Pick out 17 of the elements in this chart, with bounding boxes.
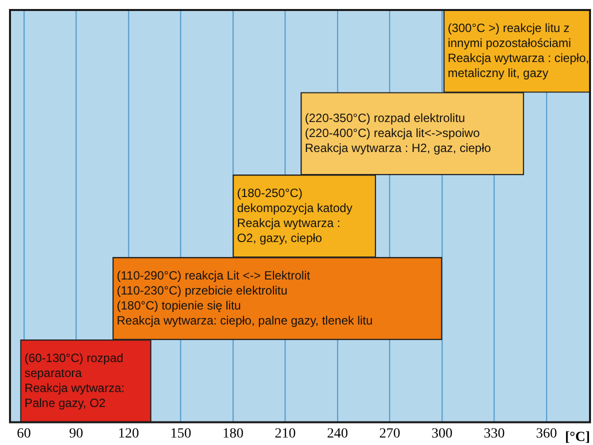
x-tick-label: 240 bbox=[326, 426, 348, 442]
data-label: (110-290°C) reakcja Lit <-> Elektrolit (110-230°C) przebicie elektrolitu (180°C) topienie się litu Reakcja wytwarza: ciepło, palne gazy, tlenek litu bbox=[116, 268, 373, 328]
x-tick-label: 60 bbox=[16, 426, 31, 442]
x-tick-label: 180 bbox=[222, 426, 244, 442]
x-tick-label: 210 bbox=[274, 426, 296, 442]
x-axis-title: [°C] bbox=[564, 430, 590, 445]
x-tick-label: 120 bbox=[118, 426, 139, 442]
data-label: (180-250°C) dekompozycja katody Reakcja wytwarza : O2, gazy, ciepło bbox=[236, 186, 352, 245]
data-label: (220-350°C) rozpad elektrolitu (220-400°C) reakcja lit<->spoiwo Reakcja wytwarza : H2, gaz, ciepło bbox=[304, 110, 492, 155]
x-tick-label: 270 bbox=[379, 426, 400, 442]
data-label: (60-130°C) rozpad separatora Reakcja wytwarza: Palne gazy, O2 bbox=[24, 350, 124, 410]
x-tick-label: 330 bbox=[484, 426, 505, 442]
x-tick-label: 300 bbox=[431, 426, 452, 442]
x-tick-label: 360 bbox=[536, 426, 557, 442]
data-label: (300°C >) reakcje litu z innymi pozostałościami Reakcja wytwarza : ciepło, metaliczny lit, gazy bbox=[448, 21, 590, 80]
x-tick-label: 150 bbox=[170, 426, 192, 442]
x-tick-label: 90 bbox=[69, 426, 84, 442]
